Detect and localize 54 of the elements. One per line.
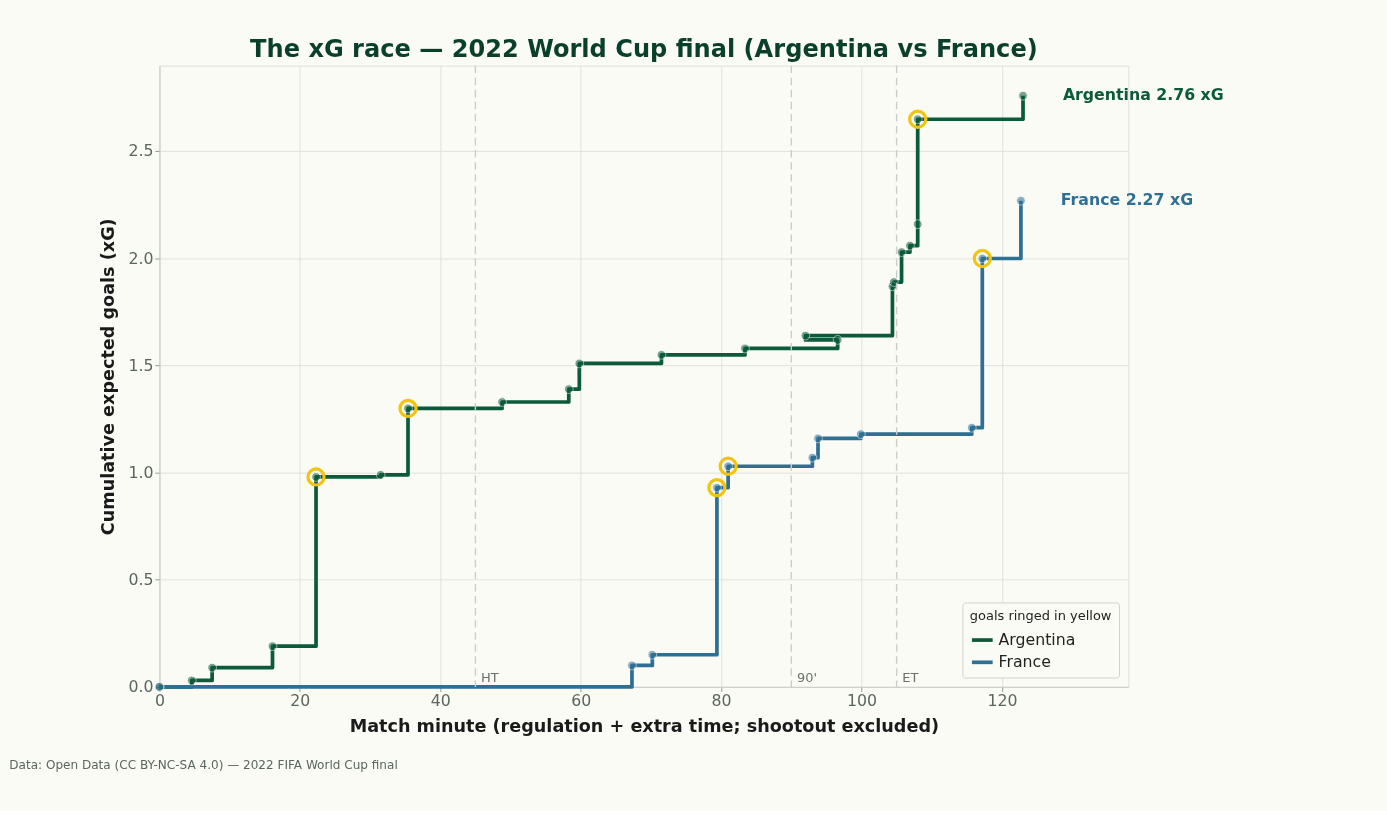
y-tick-label: 2.5	[128, 141, 154, 161]
y-tick-label: 1.0	[128, 462, 154, 482]
point	[800, 330, 811, 341]
point	[574, 358, 585, 369]
point	[207, 662, 217, 673]
x-tick-label: 120	[987, 690, 1018, 710]
point	[718, 456, 738, 476]
point	[1018, 90, 1028, 101]
x-axis-title: Match minute (regulation + extra time; shootout excluded)	[349, 715, 940, 736]
point	[908, 109, 928, 129]
point	[563, 384, 574, 395]
point	[186, 675, 197, 686]
ref-line-label: ET	[902, 670, 919, 686]
x-tick-label: 80	[711, 690, 732, 710]
x-tick-label: 0	[154, 690, 165, 710]
point	[896, 247, 907, 257]
point	[972, 248, 992, 269]
x-tick-label: 40	[430, 690, 451, 710]
point	[832, 335, 843, 345]
annotation: France 2.27 xG	[1060, 190, 1194, 210]
x-tick-label: 60	[571, 690, 592, 710]
point	[855, 429, 866, 439]
y-tick-label: 0.5	[128, 569, 154, 589]
point	[905, 240, 915, 251]
point	[707, 478, 727, 498]
point	[497, 397, 507, 407]
point	[1016, 195, 1026, 206]
x-tick-label: 20	[290, 690, 311, 710]
text: Data: Open Data (CC BY-NC-SA 4.0) — 2022 FIFA World Cup final	[9, 758, 398, 773]
point	[912, 219, 923, 230]
ref-line-label: 90'	[796, 670, 817, 686]
y-axis-title: Cumulative expected goals (xG)	[97, 218, 118, 536]
annotation: Argentina 2.76 xG	[1062, 85, 1224, 105]
point	[267, 641, 278, 652]
chart-title: The xG race — 2022 World Cup final (Argentina vs France)	[250, 34, 1038, 63]
point	[807, 452, 818, 463]
point	[306, 467, 326, 487]
y-tick-label: 1.5	[128, 355, 154, 375]
point	[740, 343, 750, 354]
point	[627, 660, 637, 671]
ref-line-label: HT	[480, 670, 499, 686]
point	[398, 398, 418, 419]
point	[813, 433, 823, 444]
y-tick-label: 0.0	[128, 676, 154, 696]
point	[647, 649, 658, 660]
point	[656, 350, 667, 360]
point	[375, 469, 386, 480]
legend-title: goals ringed in yellow	[969, 608, 1112, 624]
point	[888, 277, 899, 287]
legend-label: Argentina	[998, 629, 1076, 649]
x-tick-label: 100	[846, 690, 878, 710]
legend-label: France	[998, 651, 1051, 671]
y-tick-label: 2.0	[128, 248, 154, 268]
point	[966, 422, 977, 433]
